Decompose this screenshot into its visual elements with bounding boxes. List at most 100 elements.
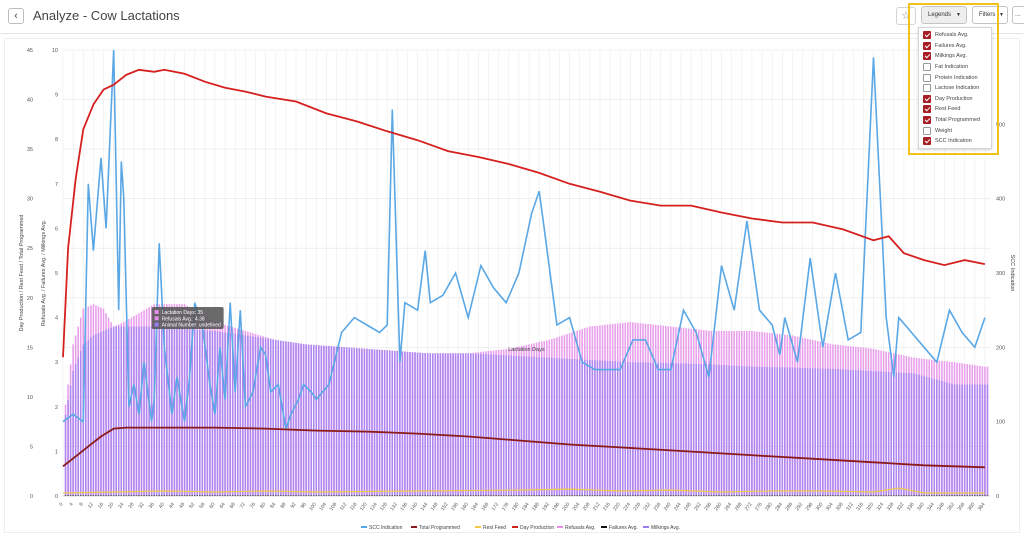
legend-checkbox[interactable] xyxy=(923,105,931,114)
milkings-bar xyxy=(234,333,237,496)
legend-checkbox[interactable] xyxy=(923,73,931,82)
legend-checkbox[interactable] xyxy=(923,31,931,40)
milkings-bar xyxy=(176,328,178,496)
milkings-bar xyxy=(687,363,690,496)
legend-option[interactable]: Refusals Avg. xyxy=(919,30,991,41)
legend-checkbox[interactable] xyxy=(923,41,931,50)
milkings-bar xyxy=(543,357,546,496)
legend-option[interactable]: Rest Feed xyxy=(919,104,991,115)
legend-option[interactable]: Lactose Indication xyxy=(919,83,991,94)
milkings-bar xyxy=(426,353,429,496)
failures-bar xyxy=(713,495,715,496)
failures-bar xyxy=(388,495,391,496)
milkings-bar xyxy=(87,339,90,496)
failures-bar xyxy=(110,495,112,496)
failures-bar xyxy=(269,495,272,496)
favorite-button[interactable]: ☆ xyxy=(896,7,916,25)
failures-bar xyxy=(551,495,553,496)
milkings-bar xyxy=(611,361,614,496)
x-tick-label: 220 xyxy=(612,502,622,512)
legend-option[interactable]: SCC Indication xyxy=(919,136,991,147)
failures-bar xyxy=(652,495,654,496)
x-tick-label: 192 xyxy=(541,502,551,512)
failures-bar xyxy=(974,495,976,496)
legend-checkbox[interactable] xyxy=(923,84,931,93)
failures-bar xyxy=(497,495,500,496)
legend-option[interactable]: Failures Avg. xyxy=(919,41,991,52)
failures-bar xyxy=(82,495,85,496)
legends-button[interactable]: Legends ▼ xyxy=(921,6,967,24)
milkings-bar xyxy=(538,357,540,496)
legend-option[interactable]: Day Production xyxy=(919,94,991,105)
milkings-bar xyxy=(915,374,918,496)
x-tick-label: 184 xyxy=(521,502,531,512)
y-right-tick-label: 400 xyxy=(996,197,1005,203)
failures-bar xyxy=(882,495,885,496)
back-button[interactable]: ‹ xyxy=(8,8,24,24)
y-inner-tick-label: 5 xyxy=(55,271,58,277)
milkings-bar xyxy=(839,369,842,496)
failures-bar xyxy=(280,495,282,496)
milkings-bar xyxy=(480,353,482,496)
legend-checkbox[interactable] xyxy=(923,116,931,125)
legend-option[interactable]: Milkings Avg. xyxy=(919,51,991,62)
milkings-bar xyxy=(333,346,335,496)
failures-bar xyxy=(138,495,140,496)
milkings-bar xyxy=(166,327,168,496)
failures-bar xyxy=(416,495,419,496)
legend-option[interactable]: Protein Indication xyxy=(919,72,991,83)
milkings-bar xyxy=(421,352,424,496)
failures-bar xyxy=(297,495,300,496)
y-outer-tick-label: 35 xyxy=(27,147,33,153)
milkings-bar xyxy=(951,383,953,496)
milkings-bar xyxy=(854,370,857,496)
milkings-bar xyxy=(219,331,221,496)
failures-bar xyxy=(79,495,82,496)
milkings-bar xyxy=(675,363,677,496)
failures-bar xyxy=(69,495,72,496)
milkings-bar xyxy=(464,353,467,496)
legend-option[interactable]: Total Programmed xyxy=(919,115,991,126)
failures-bar xyxy=(391,495,394,496)
milkings-bar xyxy=(416,352,419,496)
legend-checkbox[interactable] xyxy=(923,52,931,61)
milkings-bar xyxy=(857,370,860,496)
milkings-bar xyxy=(875,371,877,496)
tooltip-swatch xyxy=(154,322,159,327)
failures-bar xyxy=(173,495,176,496)
failures-bar xyxy=(107,495,110,496)
x-tick-label: 236 xyxy=(653,502,663,512)
failures-bar xyxy=(315,495,318,496)
failures-bar xyxy=(193,495,196,496)
star-icon: ☆ xyxy=(901,10,911,22)
legend-option[interactable]: Weight xyxy=(919,125,991,136)
milkings-bar xyxy=(85,342,87,496)
failures-bar xyxy=(971,495,974,496)
x-tick-label: 180 xyxy=(511,502,521,512)
milkings-bar xyxy=(188,329,191,496)
failures-bar xyxy=(801,495,804,496)
failures-bar xyxy=(811,495,814,496)
more-options-button[interactable]: ... xyxy=(1012,6,1024,24)
failures-bar xyxy=(763,495,766,496)
milkings-bar xyxy=(725,365,728,496)
milkings-bar xyxy=(551,357,553,496)
x-tick-label: 196 xyxy=(551,502,561,512)
milkings-bar xyxy=(961,384,963,496)
legend-checkbox[interactable] xyxy=(923,137,931,146)
legend-checkbox[interactable] xyxy=(923,63,931,72)
legend-option[interactable]: Fat Indication xyxy=(919,62,991,73)
failures-bar xyxy=(457,495,459,496)
legend-checkbox[interactable] xyxy=(923,126,931,135)
x-tick-label: 116 xyxy=(349,502,359,512)
filters-button[interactable]: Filters ▼ xyxy=(972,6,1008,24)
failures-bar xyxy=(295,495,297,496)
failures-bar xyxy=(827,495,829,496)
failures-bar xyxy=(657,495,659,496)
tooltip-line: Lactation Days: 35 xyxy=(162,310,204,316)
legend-checkbox[interactable] xyxy=(923,94,931,103)
failures-bar xyxy=(150,495,153,496)
y-inner-tick-label: 1 xyxy=(55,449,58,455)
failures-bar xyxy=(424,495,426,496)
legend-label: Milkings Avg. xyxy=(651,525,680,531)
